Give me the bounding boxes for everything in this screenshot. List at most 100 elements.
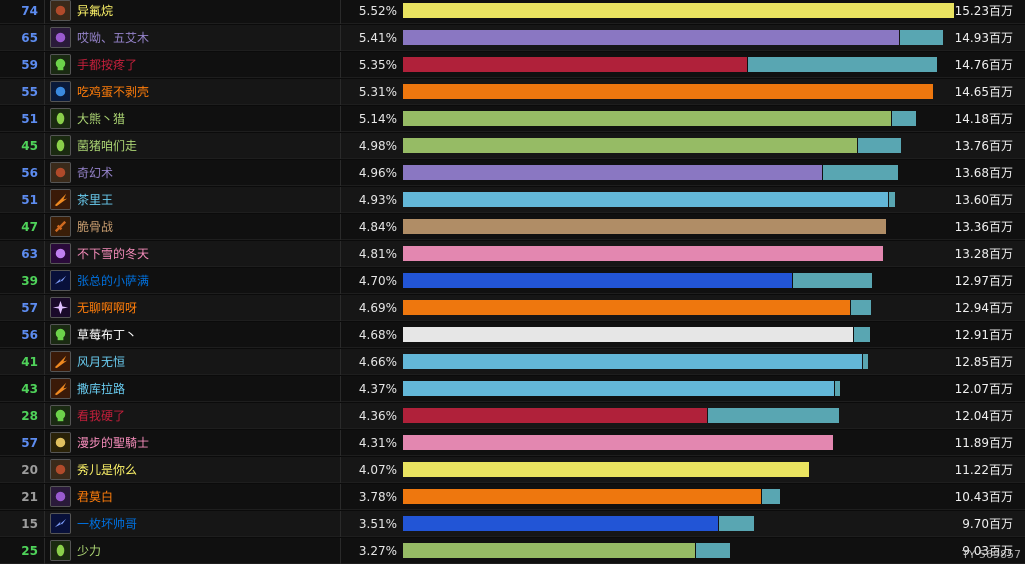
table-row[interactable]: 57 无聊啊啊呀 4.69% 12.94百万 bbox=[0, 295, 1025, 321]
player-name[interactable]: 茶里王 bbox=[77, 193, 114, 207]
table-row[interactable]: 63 不下雪的冬天 4.81% 13.28百万 bbox=[0, 241, 1025, 267]
sword-icon bbox=[50, 216, 71, 237]
fire-icon bbox=[50, 351, 71, 372]
player-name[interactable]: 张总的小萨满 bbox=[77, 274, 150, 288]
player-name[interactable]: 风月无恒 bbox=[77, 355, 126, 369]
column-divider bbox=[340, 52, 341, 78]
damage-bar-extension bbox=[762, 489, 780, 504]
column-divider bbox=[44, 268, 45, 294]
rank-value: 21 bbox=[21, 490, 38, 504]
player-name[interactable]: 漫步的聖騎士 bbox=[77, 436, 150, 450]
damage-bar-extension bbox=[889, 192, 895, 207]
rank-value: 51 bbox=[21, 193, 38, 207]
damage-bar bbox=[403, 435, 833, 450]
damage-bar-extension bbox=[892, 111, 916, 126]
percent-value: 3.51% bbox=[358, 517, 397, 531]
damage-bar-extension bbox=[708, 408, 839, 423]
table-row[interactable]: 20 秀儿是你么 4.07% 11.22百万 bbox=[0, 457, 1025, 483]
star-icon bbox=[50, 297, 71, 318]
column-divider bbox=[44, 430, 45, 456]
player-name[interactable]: 脆骨战 bbox=[77, 220, 114, 234]
table-row[interactable]: 51 大熊丶猎 5.14% 14.18百万 bbox=[0, 106, 1025, 132]
column-divider bbox=[340, 133, 341, 159]
percent-value: 4.81% bbox=[358, 247, 397, 261]
table-row[interactable]: 47 脆骨战 4.84% 13.36百万 bbox=[0, 214, 1025, 240]
claw-icon bbox=[50, 81, 71, 102]
table-row[interactable]: 15 一枚坏帅哥 3.51% 9.70百万 bbox=[0, 511, 1025, 537]
table-row[interactable]: 74 异氟烷 5.52% 15.23百万 bbox=[0, 0, 1025, 24]
player-name[interactable]: 草莓布丁丶 bbox=[77, 328, 138, 342]
damage-bar bbox=[403, 462, 809, 477]
column-divider bbox=[340, 25, 341, 51]
percent-value: 5.31% bbox=[358, 85, 397, 99]
table-row[interactable]: 45 菌猪咱们走 4.98% 13.76百万 bbox=[0, 133, 1025, 159]
percent-value: 4.36% bbox=[358, 409, 397, 423]
damage-amount: 14.93百万 bbox=[954, 31, 1013, 45]
percent-value: 4.70% bbox=[358, 274, 397, 288]
player-name[interactable]: 大熊丶猎 bbox=[77, 112, 126, 126]
column-divider bbox=[44, 79, 45, 105]
damage-amount: 14.65百万 bbox=[954, 85, 1013, 99]
rank-value: 20 bbox=[21, 463, 38, 477]
fire-icon bbox=[50, 189, 71, 210]
player-name[interactable]: 菌猪咱们走 bbox=[77, 139, 138, 153]
player-name[interactable]: 秀儿是你么 bbox=[77, 463, 138, 477]
skull-icon bbox=[50, 324, 71, 345]
damage-bar bbox=[403, 57, 747, 72]
player-name[interactable]: 一枚坏帅哥 bbox=[77, 517, 138, 531]
table-row[interactable]: 25 少力 3.27% 9.03百万 bbox=[0, 538, 1025, 564]
hunter-icon bbox=[50, 108, 71, 129]
table-row[interactable]: 56 草莓布丁丶 4.68% 12.91百万 bbox=[0, 322, 1025, 348]
damage-bar bbox=[403, 192, 888, 207]
damage-bar bbox=[403, 3, 954, 18]
percent-value: 4.98% bbox=[358, 139, 397, 153]
damage-bar bbox=[403, 516, 718, 531]
rank-value: 43 bbox=[21, 382, 38, 396]
player-name[interactable]: 无聊啊啊呀 bbox=[77, 301, 138, 315]
table-row[interactable]: 39 张总的小萨满 4.70% 12.97百万 bbox=[0, 268, 1025, 294]
player-name[interactable]: 奇幻术 bbox=[77, 166, 114, 180]
table-row[interactable]: 56 奇幻术 4.96% 13.68百万 bbox=[0, 160, 1025, 186]
table-row[interactable]: 21 君莫白 3.78% 10.43百万 bbox=[0, 484, 1025, 510]
player-name[interactable]: 撒库拉路 bbox=[77, 382, 126, 396]
rank-value: 74 bbox=[21, 4, 38, 18]
player-name[interactable]: 不下雪的冬天 bbox=[77, 247, 150, 261]
column-divider bbox=[44, 538, 45, 564]
column-divider bbox=[44, 214, 45, 240]
player-name[interactable]: 吃鸡蛋不剥壳 bbox=[77, 85, 150, 99]
table-row[interactable]: 55 吃鸡蛋不剥壳 5.31% 14.65百万 bbox=[0, 79, 1025, 105]
lightning-icon bbox=[50, 513, 71, 534]
table-row[interactable]: 28 看我硬了 4.36% 12.04百万 bbox=[0, 403, 1025, 429]
rank-value: 63 bbox=[21, 247, 38, 261]
damage-bar bbox=[403, 354, 862, 369]
player-name[interactable]: 君莫白 bbox=[77, 490, 114, 504]
column-divider bbox=[340, 160, 341, 186]
player-name[interactable]: 异氟烷 bbox=[77, 4, 114, 18]
column-divider bbox=[340, 0, 341, 24]
percent-value: 4.96% bbox=[358, 166, 397, 180]
player-name[interactable]: 少力 bbox=[77, 544, 102, 558]
percent-value: 4.31% bbox=[358, 436, 397, 450]
table-row[interactable]: 57 漫步的聖騎士 4.31% 11.89百万 bbox=[0, 430, 1025, 456]
damage-bar bbox=[403, 327, 853, 342]
warlock-icon bbox=[50, 0, 71, 21]
hunter-icon bbox=[50, 135, 71, 156]
player-name[interactable]: 手都按疼了 bbox=[77, 58, 138, 72]
column-divider bbox=[44, 295, 45, 321]
table-row[interactable]: 41 风月无恒 4.66% 12.85百万 bbox=[0, 349, 1025, 375]
table-row[interactable]: 65 哎呦、五艾木 5.41% 14.93百万 bbox=[0, 25, 1025, 51]
damage-bar-extension bbox=[858, 138, 901, 153]
percent-value: 5.41% bbox=[358, 31, 397, 45]
percent-value: 5.52% bbox=[358, 4, 397, 18]
damage-bar bbox=[403, 489, 761, 504]
column-divider bbox=[44, 133, 45, 159]
damage-bar-extension bbox=[835, 381, 840, 396]
column-divider bbox=[44, 349, 45, 375]
fire-icon bbox=[50, 378, 71, 399]
table-row[interactable]: 43 撒库拉路 4.37% 12.07百万 bbox=[0, 376, 1025, 402]
player-name[interactable]: 看我硬了 bbox=[77, 409, 126, 423]
table-row[interactable]: 51 茶里王 4.93% 13.60百万 bbox=[0, 187, 1025, 213]
player-name[interactable]: 哎呦、五艾木 bbox=[77, 31, 150, 45]
table-row[interactable]: 59 手都按疼了 5.35% 14.76百万 bbox=[0, 52, 1025, 78]
